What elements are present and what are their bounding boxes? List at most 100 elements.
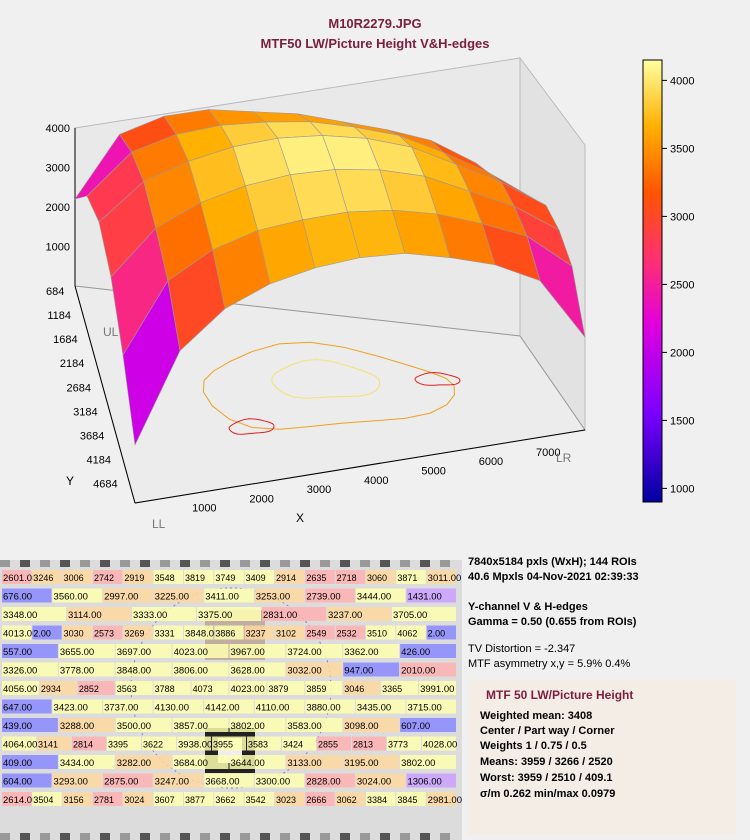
floor-contour-3 [414,371,461,386]
x-tick-label: 4000 [364,475,388,487]
map-cell-bg [229,644,286,658]
map-cell-bg [286,755,343,769]
map-cell-value: 3724.00 [287,647,321,658]
asymmetry-info: MTF asymmetry x,y = 5.9% 0.4% [468,658,631,670]
sigma-minmax: σ/m 0.262 min/max 0.0979 [480,788,616,800]
z-tick-label: 2000 [46,202,70,214]
map-cell-value: 3788 [155,684,175,694]
means: Means: 3959 / 3266 / 2520 [480,756,613,768]
map-cell-value: 3409 [246,573,266,583]
map-cell-value: 439.00 [3,721,32,732]
weights: Weights 1 / 0.75 / 0.5 [480,740,587,752]
map-cell-value: 3877 [185,795,205,805]
map-cell-value: 2852 [79,684,99,694]
map-cell-bg [103,773,153,788]
chart-strip [420,560,430,567]
image-size-info: 7840x5184 pxls (WxH); 144 ROIs [468,556,637,568]
chart-strip [300,833,310,840]
map-cell-bg [343,681,381,695]
map-cell-bg [419,681,456,695]
x-tick-label: 1000 [192,503,216,515]
y-tick-label: 2684 [67,382,91,394]
map-cell-value: 3504 [33,795,53,805]
map-cell-bg [282,736,316,751]
map-cell-bg [37,736,71,751]
map-cell-bg [387,736,421,751]
map-cell-bg [123,792,153,806]
chart-strip [360,560,370,567]
map-cell-value: 3583.00 [287,721,321,732]
y-tick-label: 4684 [93,479,117,491]
map-cell-value: 3362.00 [344,647,378,658]
map-cell-value: 3737.00 [104,703,138,714]
map-cell-value: 2828.00 [306,777,340,788]
surface-plot: 4000 3000 2000 1000 684 1184 1684 2184 2684 3184… [46,56,586,531]
map-cell-bg [396,792,426,806]
map-cell-bg [406,588,456,603]
map-cell-value: 4064.00 [3,740,37,751]
x-axis-line [134,429,586,504]
map-cell-bg [32,570,62,584]
map-cell-bg [229,681,267,695]
map-cell-value: 3006 [64,573,84,583]
map-cell-value: 3542 [246,795,266,805]
map-cell-bg [254,699,305,714]
map-cell-bg [305,773,355,788]
map-cell-value: 2855 [318,740,338,750]
map-cell-value: 947.00 [344,666,373,677]
map-cell-value: 3628.00 [231,666,265,677]
colorbar-tick-label: 2500 [670,279,694,291]
map-cell-value: 3237.00 [328,610,362,621]
map-cell-bg [153,570,183,584]
map-cell-bg [343,718,400,732]
y-tick-label: 2184 [60,358,84,370]
y-axis-line [74,285,136,504]
map-cell-bg [400,718,456,732]
map-cell-bg [406,773,456,788]
map-cell-bg [214,570,244,584]
map-cell-value: 3411.00 [205,592,239,603]
map-cell-bg [2,662,58,677]
map-cell-value: 3697.00 [117,647,151,658]
chart-strip [440,833,450,840]
chart-strip [360,833,370,840]
map-cell-bg [62,570,92,584]
map-cell-value: 2831.00 [263,610,297,621]
map-cell-value: 557.00 [3,647,32,658]
x-ticks: 1000 2000 3000 4000 5000 6000 7000 [192,447,560,515]
map-cell-bg [67,607,131,621]
map-cell-value: 3288.00 [60,721,94,732]
map-cell-bg [327,607,391,621]
map-cell-value: 2.00 [33,629,51,639]
colorbar-tick-label: 2000 [670,347,694,359]
map-cell-value: 3237 [246,629,266,639]
map-cell-bg [229,755,286,769]
chart-strip [0,833,10,840]
map-cell-bg [286,718,343,732]
map-cell-bg [2,736,36,751]
map-cell-bg [2,681,39,695]
map-cell-bg [335,625,365,640]
map-cell-bg [115,662,172,677]
map-cell-bg [184,792,214,806]
colorbar-tick-label: 1000 [670,483,694,495]
map-cell-bg [286,644,343,658]
map-cell-value: 3806.00 [174,666,208,677]
map-cell-bg [355,773,406,788]
map-cell-value: 3560.00 [54,592,88,603]
map-cell-bg [366,792,396,806]
map-cell-bg [32,792,62,806]
map-cell-value: 3802.00 [401,758,435,769]
map-cell-bg [335,570,365,584]
map-cell-value: 3773 [388,740,408,750]
y-tick-label: 4184 [87,455,111,467]
map-cell-bg [197,607,261,621]
chart-strip [80,833,90,840]
map-cell-bg [93,625,123,640]
map-cell-value: 604.00 [3,777,32,788]
map-cell-bg [305,570,335,584]
corner-label-lr: LR [556,451,572,465]
map-cell-value: 3967.00 [231,647,265,658]
map-cell-bg [400,644,456,658]
map-cell-value: 607.00 [401,721,430,732]
